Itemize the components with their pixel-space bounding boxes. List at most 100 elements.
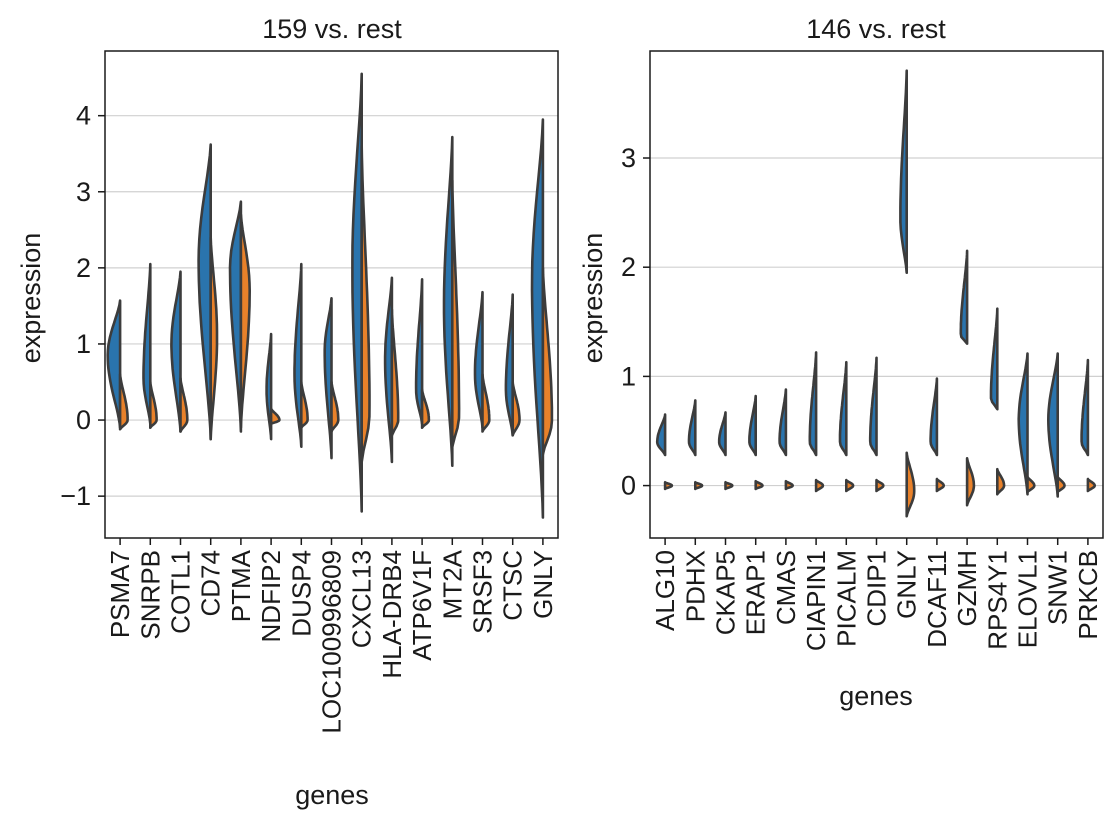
x-tick-label: MT2A xyxy=(437,549,467,619)
violin-rest-CTSC xyxy=(511,380,521,437)
y-tick-label: 1 xyxy=(621,361,636,391)
x-tick-label: NDFIP2 xyxy=(256,550,286,642)
violin-group-ERAP1 xyxy=(748,394,757,457)
violin-rest-CIAPIN1 xyxy=(814,478,825,493)
x-tick-label: CMAS xyxy=(771,550,801,625)
x-tick-label: COTL1 xyxy=(166,550,196,634)
panel-title: 159 vs. rest xyxy=(262,14,402,44)
violin-rest-CXCL13 xyxy=(360,144,371,464)
x-tick-label: CXCL13 xyxy=(347,550,377,648)
violin-rest-NDFIP2 xyxy=(269,407,281,426)
y-tick-label: 3 xyxy=(76,177,91,207)
violin-group-DUSP4 xyxy=(293,262,303,448)
x-tick-label: CDIP1 xyxy=(862,550,892,627)
y-ticks: −1 0 1 2 3 4 xyxy=(60,101,105,511)
violin-group-SRSF3 xyxy=(473,290,484,429)
violin-rest-HLA-DRB4 xyxy=(390,308,400,437)
x-tick-label: PSMA7 xyxy=(105,550,135,638)
violin-group-RPS4Y1 xyxy=(989,307,999,411)
panel-title: 146 vs. rest xyxy=(806,14,946,44)
violin-group-ALG10 xyxy=(655,413,667,457)
x-tick-label: RPS4Y1 xyxy=(982,550,1012,650)
violin-group-PDHX xyxy=(687,399,697,457)
violin-rest-RPS4Y1 xyxy=(996,467,1006,496)
violins xyxy=(106,72,554,519)
x-tick-label: GZMH xyxy=(952,550,982,627)
violin-rest-SNRPB xyxy=(149,380,158,429)
x-tick-label: GNLY xyxy=(892,550,922,619)
violin-group-PICALM xyxy=(838,360,848,457)
violin-group-SNW1 xyxy=(1047,352,1059,498)
violins xyxy=(655,69,1096,518)
violin-rest-ATP6V1F xyxy=(420,388,431,429)
x-tick-label: DUSP4 xyxy=(286,550,316,637)
y-tick-label: 2 xyxy=(621,252,636,282)
x-tick-label: CD74 xyxy=(196,550,226,616)
x-tick-label: LOC100996809 xyxy=(317,550,347,734)
x-tick-label: SNW1 xyxy=(1043,550,1073,625)
violin-group-ELOVL1 xyxy=(1017,352,1029,496)
x-tick-label: ALG10 xyxy=(650,550,680,631)
x-tick-label: CTSC xyxy=(498,550,528,621)
y-tick-label: 0 xyxy=(621,471,636,501)
violin-group-CMAS xyxy=(778,388,788,457)
violin-rest-SRSF3 xyxy=(481,373,491,433)
violin-rest-ELOVL1 xyxy=(1026,475,1036,494)
violin-rest-DUSP4 xyxy=(300,380,309,429)
violin-rest-PTMA xyxy=(239,213,251,429)
x-tick-label: ATP6V1F xyxy=(407,550,437,661)
x-tick-label: ERAP1 xyxy=(741,550,771,635)
violin-group-SNRPB xyxy=(142,262,152,426)
violin-group-CDIP1 xyxy=(868,356,878,457)
violin-group-LOC100996809 xyxy=(323,297,333,460)
x-axis-label: genes xyxy=(295,780,369,810)
x-tick-label: CKAP5 xyxy=(711,550,741,635)
x-tick-label: PDHX xyxy=(680,550,710,622)
y-axis-label: expression xyxy=(578,233,608,364)
violin-group-CXCL13 xyxy=(351,72,363,513)
x-tick-label: SNRPB xyxy=(135,550,165,640)
axes-frame xyxy=(649,50,1104,539)
violin-rest-PSMA7 xyxy=(118,373,129,431)
axes-frame xyxy=(104,50,559,539)
violin-group-MT2A xyxy=(442,135,454,467)
x-ticks: ALG10 PDHX CKAP5 ERAP1 CMAS CIAPIN1 PICALM CDIP… xyxy=(650,538,1103,651)
x-tick-label: HLA-DRB4 xyxy=(377,550,407,679)
violin-rest-LOC100996809 xyxy=(330,380,340,433)
y-tick-label: 3 xyxy=(621,143,636,173)
violin-rest-COTL1 xyxy=(179,376,189,433)
violin-rest-SNW1 xyxy=(1056,475,1066,494)
violin-rest-PRKCB xyxy=(1086,477,1096,493)
violin-group-DCAF11 xyxy=(929,377,939,457)
violin-rest-MT2A xyxy=(451,179,461,448)
y-tick-label: 4 xyxy=(76,101,91,131)
violin-rest-CD74 xyxy=(209,236,219,441)
violin-rest-DCAF11 xyxy=(935,477,945,493)
y-tick-label: 0 xyxy=(76,405,91,435)
violin-group-COTL1 xyxy=(170,270,182,433)
violin-rest-ERAP1 xyxy=(754,479,764,491)
x-tick-label: DCAF11 xyxy=(922,550,952,648)
x-tick-label: SRSF3 xyxy=(468,550,498,634)
violin-rest-PICALM xyxy=(845,478,855,493)
violin-rest-CDIP1 xyxy=(875,478,885,493)
violin-rest-GNLY xyxy=(905,451,916,518)
x-axis-label: genes xyxy=(839,681,913,711)
violin-rest-GZMH xyxy=(965,457,976,507)
violin-group-CIAPIN1 xyxy=(808,351,818,457)
panel-159-vs-rest: 159 vs. rest expression genes −1 0 1 2 3 4 PSM… xyxy=(16,14,559,810)
violin-rest-CKAP5 xyxy=(724,481,734,491)
x-ticks: PSMA7 SNRPB COTL1 CD74 PTMA NDFIP2 DUSP4 LOC100… xyxy=(105,538,558,734)
x-tick-label: PTMA xyxy=(226,549,256,622)
y-axis-label: expression xyxy=(16,233,46,364)
violin-group-ATP6V1F xyxy=(414,278,424,426)
x-tick-label: PRKCB xyxy=(1073,550,1103,640)
violin-group-GZMH xyxy=(959,249,969,345)
violin-group-CTSC xyxy=(504,293,514,437)
violin-group-PSMA7 xyxy=(106,299,122,429)
y-ticks: 0 1 2 3 xyxy=(621,143,650,501)
x-tick-label: PICALM xyxy=(831,550,861,647)
x-tick-label: ELOVL1 xyxy=(1013,550,1043,648)
